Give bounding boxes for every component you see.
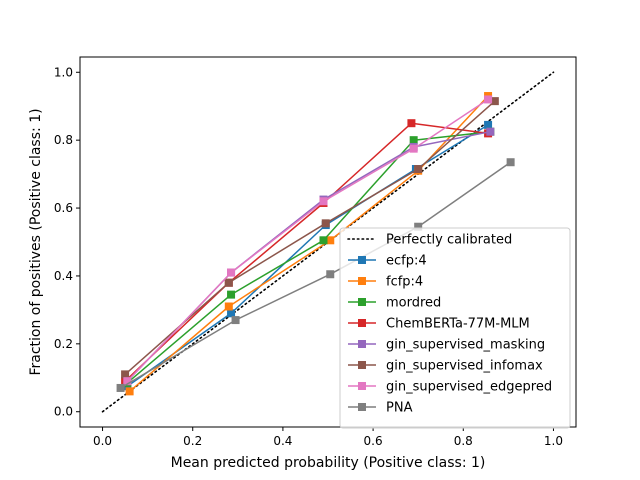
legend-marker [358,319,366,327]
y-axis-label: Fraction of positives (Positive class: 1… [28,108,44,375]
legend: Perfectly calibrated ecfp:4 fcfp:4 mordred C… [339,227,571,429]
x-tick-label: 0.8 [454,434,473,448]
data-point [125,387,134,396]
x-axis-label: Mean predicted probability (Positive cla… [171,455,486,471]
data-point [116,383,125,392]
data-point [227,309,236,318]
data-point [227,290,236,299]
y-tick-label: 0.8 [54,133,73,147]
x-tick-label: 1.0 [544,434,563,448]
legend-label: ecfp:4 [386,254,427,269]
legend-marker [358,298,366,306]
legend-label: PNA [386,401,413,416]
legend-entry: mordred [348,296,441,311]
data-point [409,136,418,145]
legend-label: gin_supervised_masking [386,338,545,353]
legend-entry: ecfp:4 [348,254,427,269]
data-point [326,236,335,245]
plot-content [101,71,555,413]
data-point [227,268,236,277]
x-axis-ticks: 0.0 0.2 0.4 0.6 0.8 1.0 [93,427,563,448]
legend-marker [358,340,366,348]
data-point [224,278,233,287]
y-tick-label: 0.4 [54,269,73,283]
legend-label: Perfectly calibrated [386,233,512,248]
data-point [123,377,132,386]
legend-entry: gin_supervised_infomax [348,359,543,374]
y-axis-ticks: 0.0 0.2 0.4 0.6 0.8 1.0 [54,65,80,419]
legend-marker [358,277,366,285]
legend-marker [358,361,366,369]
data-point [319,197,328,206]
legend-entry: gin_supervised_masking [348,338,545,353]
legend-marker [358,256,366,264]
data-point [506,158,515,167]
y-tick-label: 0.0 [54,405,73,419]
data-point [326,270,335,279]
data-point [224,302,233,311]
y-tick-label: 0.6 [54,201,73,215]
x-tick-label: 0.4 [273,434,292,448]
y-tick-label: 0.2 [54,337,73,351]
legend-box [339,227,571,429]
data-point [414,222,423,231]
legend-label: gin_supervised_edgepred [386,380,552,395]
data-point [321,219,330,228]
legend-marker [358,403,366,411]
legend-entry: ChemBERTa-77M-MLM [348,317,530,332]
legend-label: mordred [386,296,441,311]
x-tick-label: 0.6 [364,434,383,448]
data-point [407,119,416,128]
series-gin-supervised-edgepred [123,95,493,386]
legend-label: fcfp:4 [386,275,423,290]
plot-frame [79,56,577,428]
data-point [121,370,130,379]
data-point [319,236,328,245]
x-tick-label: 0.0 [93,434,112,448]
legend-entry: gin_supervised_edgepred [348,380,552,395]
legend-marker [358,382,366,390]
legend-entry: Perfectly calibrated [347,233,512,248]
data-point [486,127,495,136]
x-tick-label: 0.2 [183,434,202,448]
data-point [231,316,240,325]
series-gin-supervised-infomax [121,97,499,379]
legend-label: ChemBERTa-77M-MLM [386,317,530,332]
legend-entry: PNA [348,401,413,416]
y-tick-label: 1.0 [54,65,73,79]
series-pna [116,158,515,392]
data-point [490,97,499,106]
data-point [484,95,493,104]
legend-label: gin_supervised_infomax [386,359,543,374]
data-point [409,144,418,153]
legend-entry: fcfp:4 [348,275,423,290]
data-point [484,120,493,129]
data-point [414,165,423,174]
